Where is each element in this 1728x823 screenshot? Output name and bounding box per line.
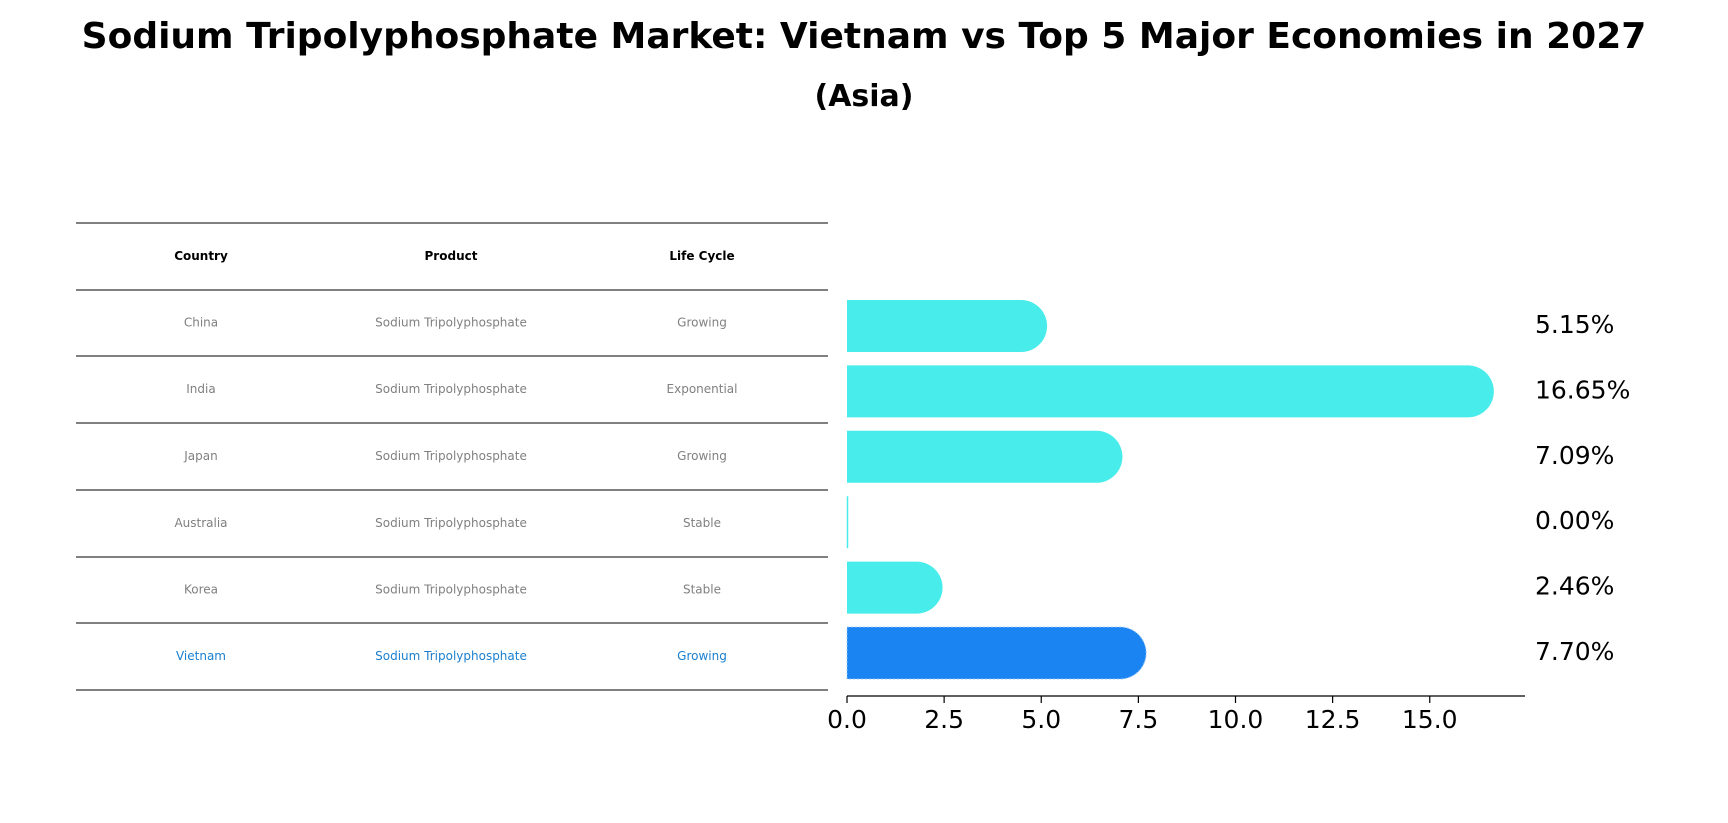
bar-plot: 5.15% 16.65% 7.09% 0.00% 2.46% 7.70% bbox=[846, 300, 1630, 680]
table-cell-vietnam-0: Vietnam bbox=[176, 649, 226, 663]
value-label-india: 16.65% bbox=[1535, 375, 1630, 404]
x-tick-label-3: 7.5 bbox=[1118, 705, 1158, 734]
x-tick-label-2: 5.0 bbox=[1021, 705, 1061, 734]
x-tick-label-6: 15.0 bbox=[1402, 705, 1458, 734]
table-cell-australia-0: Australia bbox=[174, 516, 227, 530]
table-cell-korea-1: Sodium Tripolyphosphate bbox=[375, 583, 527, 597]
table-cell-australia-2: Stable bbox=[683, 516, 721, 530]
table-cell-india-0: India bbox=[186, 382, 215, 396]
x-axis: 0.0 2.5 5.0 7.5 10.0 12.5 15.0 bbox=[827, 695, 1525, 734]
x-tick-label-5: 12.5 bbox=[1305, 705, 1361, 734]
table-cell-japan-2: Growing bbox=[677, 449, 727, 463]
bar-japan bbox=[847, 430, 1123, 483]
chart-title: Sodium Tripolyphosphate Market: Vietnam … bbox=[81, 16, 1647, 57]
value-label-vietnam: 7.70% bbox=[1535, 637, 1614, 666]
table-cell-china-2: Growing bbox=[677, 316, 727, 330]
x-tick-label-4: 10.0 bbox=[1208, 705, 1264, 734]
x-tick-label-1: 2.5 bbox=[924, 705, 964, 734]
bar-vietnam bbox=[846, 626, 1147, 680]
bar-india bbox=[847, 365, 1494, 418]
table-cell-china-0: China bbox=[184, 316, 218, 330]
table-header-country: Country bbox=[174, 249, 228, 263]
value-label-korea: 2.46% bbox=[1535, 572, 1614, 601]
value-label-japan: 7.09% bbox=[1535, 441, 1614, 470]
value-label-australia: 0.00% bbox=[1535, 506, 1614, 535]
bar-china bbox=[847, 300, 1048, 352]
table-cell-china-1: Sodium Tripolyphosphate bbox=[375, 316, 527, 330]
table-cell-australia-1: Sodium Tripolyphosphate bbox=[375, 516, 527, 530]
bar-korea bbox=[847, 561, 943, 614]
data-table: Country Product Life Cycle China Sodium Trip… bbox=[76, 222, 828, 691]
table-cell-korea-0: Korea bbox=[184, 583, 218, 597]
table-cell-vietnam-1: Sodium Tripolyphosphate bbox=[375, 649, 527, 663]
table-cell-japan-0: Japan bbox=[183, 449, 217, 463]
table-cell-india-2: Exponential bbox=[667, 382, 738, 396]
x-tick-label-0: 0.0 bbox=[827, 705, 867, 734]
chart-subtitle: (Asia) bbox=[814, 79, 914, 114]
table-cell-korea-2: Stable bbox=[683, 583, 721, 597]
table-cell-japan-1: Sodium Tripolyphosphate bbox=[375, 449, 527, 463]
table-header-product: Product bbox=[425, 249, 478, 263]
table-header-life-cycle: Life Cycle bbox=[669, 249, 734, 263]
table-cell-india-1: Sodium Tripolyphosphate bbox=[375, 382, 527, 396]
table-cell-vietnam-2: Growing bbox=[677, 649, 727, 663]
value-label-china: 5.15% bbox=[1535, 310, 1614, 339]
